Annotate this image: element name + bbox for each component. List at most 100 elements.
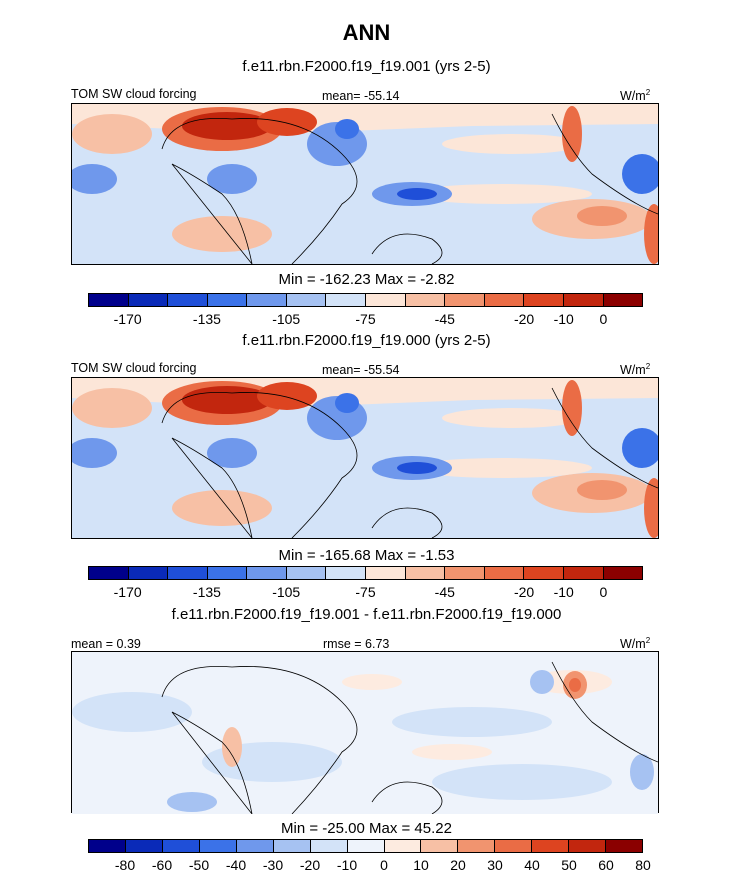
colorbar-swatch — [199, 840, 237, 852]
colorbar-swatch — [445, 294, 485, 306]
colorbar-swatch — [128, 294, 169, 306]
colorbar-swatch — [236, 840, 274, 852]
colorbar-swatch — [326, 567, 367, 579]
panel-2-subtitle: f.e11.rbn.F2000.f19_f19.000 (yrs 2-5) — [242, 332, 491, 349]
colorbar-swatch — [405, 567, 446, 579]
colorbar-swatch — [606, 840, 643, 852]
colorbar-swatch — [207, 567, 248, 579]
colorbar-swatch — [384, 840, 422, 852]
panel-2-colorbar — [88, 566, 643, 580]
colorbar-tick-label: 0 — [599, 311, 608, 327]
colorbar-tick-label: 10 — [413, 857, 429, 873]
panel-2-units: W/m2 — [620, 362, 651, 378]
panel-1-subtitle: f.e11.rbn.F2000.f19_f19.001 (yrs 2-5) — [242, 58, 491, 75]
colorbar-swatch — [247, 567, 287, 579]
colorbar-swatch — [89, 567, 129, 579]
colorbar-tick-label: -80 — [114, 857, 136, 873]
colorbar-tick-label: -20 — [513, 584, 535, 600]
colorbar-tick-label: -60 — [151, 857, 173, 873]
colorbar-tick-label: -40 — [225, 857, 247, 873]
panel-1-left-label: TOM SW cloud forcing — [71, 87, 197, 101]
colorbar-tick-label: -135 — [192, 311, 221, 327]
colorbar-swatch — [484, 294, 525, 306]
colorbar-tick-label: -105 — [272, 584, 301, 600]
colorbar-tick-label: 80 — [635, 857, 651, 873]
panel-1-minmax: Min = -162.23 Max = -2.82 — [278, 271, 455, 288]
colorbar-swatch — [162, 840, 200, 852]
panel-1-mean-label: mean= -55.14 — [322, 89, 400, 103]
colorbar-swatch — [563, 567, 604, 579]
colorbar-swatch — [168, 294, 208, 306]
colorbar-tick-label: -45 — [434, 311, 455, 327]
panel-1-colorbar — [88, 293, 643, 307]
colorbar-tick-label: 60 — [598, 857, 614, 873]
colorbar-tick-label: -10 — [336, 857, 358, 873]
panel-1-map-field — [67, 104, 664, 265]
panel-3-map-field — [72, 652, 659, 815]
colorbar-tick-label: -135 — [192, 584, 221, 600]
colorbar-swatch — [484, 567, 525, 579]
colorbar-swatch — [563, 294, 604, 306]
panel-3-colorbar — [88, 839, 643, 853]
colorbar-tick-label: 40 — [524, 857, 540, 873]
colorbar-swatch — [128, 567, 169, 579]
colorbar-swatch — [286, 567, 327, 579]
colorbar-swatch — [569, 840, 607, 852]
colorbar-swatch — [286, 294, 327, 306]
panel-3-rmse-label: rmse = 6.73 — [323, 637, 390, 651]
colorbar-swatch — [532, 840, 570, 852]
colorbar-tick-label: 30 — [487, 857, 503, 873]
panel-3-subtitle: f.e11.rbn.F2000.f19_f19.001 - f.e11.rbn.… — [171, 606, 562, 623]
panel-1-colorbar-ticks: -170 -135 -105 -75 -45 -20 -10 0 — [88, 311, 643, 329]
colorbar-tick-label: -20 — [513, 311, 535, 327]
panel-2-map — [67, 377, 664, 539]
colorbar-tick-label: -170 — [113, 311, 142, 327]
colorbar-swatch — [421, 840, 459, 852]
panel-2-map-field — [67, 378, 664, 539]
colorbar-swatch — [125, 840, 163, 852]
colorbar-tick-label: -75 — [355, 584, 376, 600]
colorbar-swatch — [603, 567, 643, 579]
colorbar-tick-label: -50 — [188, 857, 210, 873]
colorbar-swatch — [89, 294, 129, 306]
colorbar-swatch — [273, 840, 311, 852]
figure-title: ANN — [342, 20, 391, 45]
colorbar-swatch — [347, 840, 385, 852]
colorbar-tick-label: -105 — [272, 311, 301, 327]
colorbar-swatch — [310, 840, 348, 852]
colorbar-tick-label: -75 — [355, 311, 376, 327]
colorbar-swatch — [405, 294, 446, 306]
colorbar-swatch — [366, 294, 406, 306]
colorbar-tick-label: -10 — [553, 311, 574, 327]
colorbar-tick-label: 0 — [380, 857, 388, 873]
panel-3-units: W/m2 — [620, 636, 651, 652]
panel-2-mean-label: mean= -55.54 — [322, 363, 400, 377]
colorbar-swatch — [168, 567, 208, 579]
colorbar-swatch — [326, 294, 367, 306]
panel-3-colorbar-ticks: -80 -60 -50 -40 -30 -20 -10 0 10 20 30 40 50 60 80 — [88, 857, 651, 875]
panel-3-mean-label: mean = 0.39 — [71, 637, 141, 651]
panel-2-minmax: Min = -165.68 Max = -1.53 — [278, 547, 455, 564]
panel-2-colorbar-ticks: -170 -135 -105 -75 -45 -20 -10 0 — [88, 584, 643, 602]
colorbar-tick-label: 20 — [450, 857, 466, 873]
colorbar-tick-label: -10 — [553, 584, 574, 600]
colorbar-swatch — [89, 840, 126, 852]
panel-3-minmax: Min = -25.00 Max = 45.22 — [281, 820, 452, 837]
colorbar-swatch — [445, 567, 485, 579]
colorbar-swatch — [458, 840, 496, 852]
colorbar-swatch — [524, 294, 564, 306]
colorbar-tick-label: -20 — [299, 857, 321, 873]
panel-2-left-label: TOM SW cloud forcing — [71, 361, 197, 375]
panel-3-map — [71, 651, 659, 815]
colorbar-swatch — [247, 294, 287, 306]
colorbar-swatch — [207, 294, 248, 306]
colorbar-swatch — [366, 567, 406, 579]
colorbar-swatch — [524, 567, 564, 579]
colorbar-swatch — [603, 294, 643, 306]
colorbar-tick-label: 0 — [599, 584, 608, 600]
colorbar-tick-label: 50 — [561, 857, 577, 873]
panel-1-units: W/m2 — [620, 88, 651, 104]
colorbar-tick-label: -30 — [262, 857, 284, 873]
colorbar-tick-label: -170 — [113, 584, 142, 600]
panel-1-map — [67, 103, 664, 265]
